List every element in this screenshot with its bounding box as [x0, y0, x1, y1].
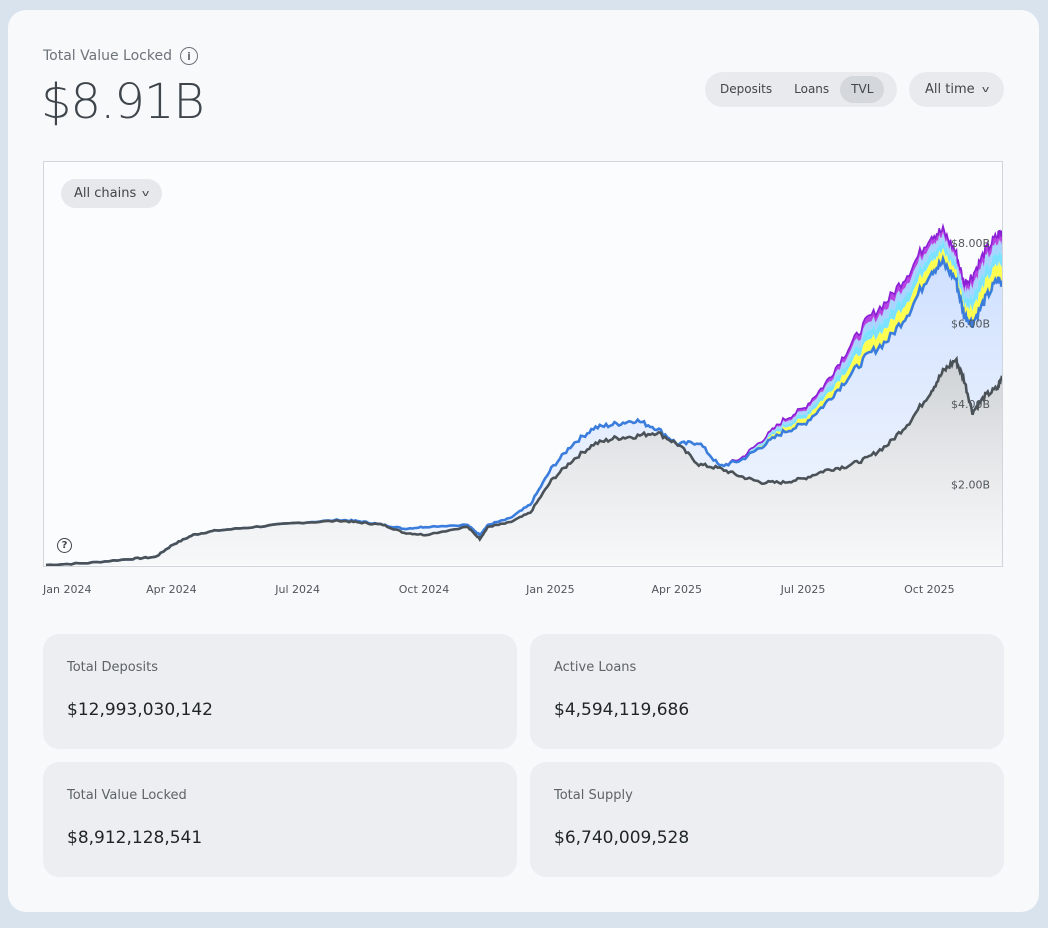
chevron-down-icon: v: [142, 188, 150, 199]
chevron-down-icon: v: [981, 84, 990, 95]
x-tick-label: Jul 2024: [275, 583, 321, 596]
stat-label: Total Deposits: [67, 660, 158, 675]
stat-value: $4,594,119,686: [554, 700, 690, 720]
x-tick-label: Oct 2025: [904, 583, 955, 596]
help-icon[interactable]: ?: [57, 538, 72, 553]
tvl-chart: $2.00B $4.00B $6.00B $8.00B All chains v ?: [43, 161, 1003, 567]
tvl-card: Total Value Locked i $8.91B Deposits Loa…: [8, 10, 1039, 912]
time-range-label: All time: [925, 82, 975, 97]
stat-value: $8,912,128,541: [67, 828, 203, 848]
tab-loans[interactable]: Loans: [794, 82, 830, 96]
x-tick-label: Apr 2024: [146, 583, 197, 596]
stat-label: Active Loans: [554, 660, 637, 675]
time-range-dropdown[interactable]: All time v: [909, 72, 1004, 107]
stat-card-total-supply: Total Supply $6,740,009,528: [530, 762, 1004, 877]
stat-card-active-loans: Active Loans $4,594,119,686: [530, 634, 1004, 749]
grey-area: [46, 359, 1002, 565]
chain-filter-dropdown[interactable]: All chains v: [61, 179, 162, 208]
chain-filter-label: All chains: [74, 186, 137, 201]
x-tick-label: Jul 2025: [780, 583, 826, 596]
tab-deposits[interactable]: Deposits: [720, 82, 773, 96]
x-tick-label: Oct 2024: [398, 583, 450, 596]
y-tick-label: $4.00B: [951, 398, 990, 411]
tvl-label: Total Value Locked: [43, 48, 172, 64]
chart-svg: $2.00B $4.00B $6.00B $8.00B: [45, 222, 1002, 566]
stat-card-total-deposits: Total Deposits $12,993,030,142: [43, 634, 517, 749]
x-tick-label: Jan 2024: [43, 583, 92, 596]
x-tick-label: Apr 2025: [651, 583, 702, 596]
info-icon[interactable]: i: [179, 47, 198, 65]
tvl-value: $8.91B: [41, 74, 205, 130]
metric-toggle: Deposits Loans TVL: [705, 72, 897, 107]
x-axis: Jan 2024 Apr 2024 Jul 2024 Oct 2024 Jan 2025…: [43, 583, 1003, 603]
stat-label: Total Value Locked: [67, 788, 187, 803]
stat-value: $12,993,030,142: [67, 700, 214, 720]
y-tick-label: $6.00B: [951, 318, 990, 331]
tvl-header: Total Value Locked i: [43, 47, 198, 65]
stat-label: Total Supply: [554, 788, 633, 803]
x-tick-label: Jan 2025: [526, 583, 575, 596]
y-tick-label: $2.00B: [951, 479, 990, 492]
grey-series-line: [45, 355, 1002, 566]
stat-card-total-value-locked: Total Value Locked $8,912,128,541: [43, 762, 517, 877]
stat-value: $6,740,009,528: [554, 828, 690, 848]
y-tick-label: $8.00B: [951, 237, 990, 250]
tab-tvl[interactable]: TVL: [840, 76, 885, 103]
